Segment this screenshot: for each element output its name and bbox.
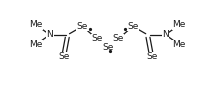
Text: Me: Me <box>173 40 186 49</box>
Text: Se: Se <box>113 34 124 43</box>
Text: Se: Se <box>77 22 88 31</box>
Text: Se: Se <box>91 34 103 43</box>
Text: Se: Se <box>58 52 69 61</box>
Text: Se: Se <box>146 52 157 61</box>
Text: N: N <box>46 30 53 39</box>
Text: Me: Me <box>29 40 43 49</box>
Text: Se: Se <box>102 43 113 52</box>
Text: Me: Me <box>173 20 186 29</box>
Text: N: N <box>162 30 169 39</box>
Text: Se: Se <box>127 22 139 31</box>
Text: Me: Me <box>29 20 43 29</box>
